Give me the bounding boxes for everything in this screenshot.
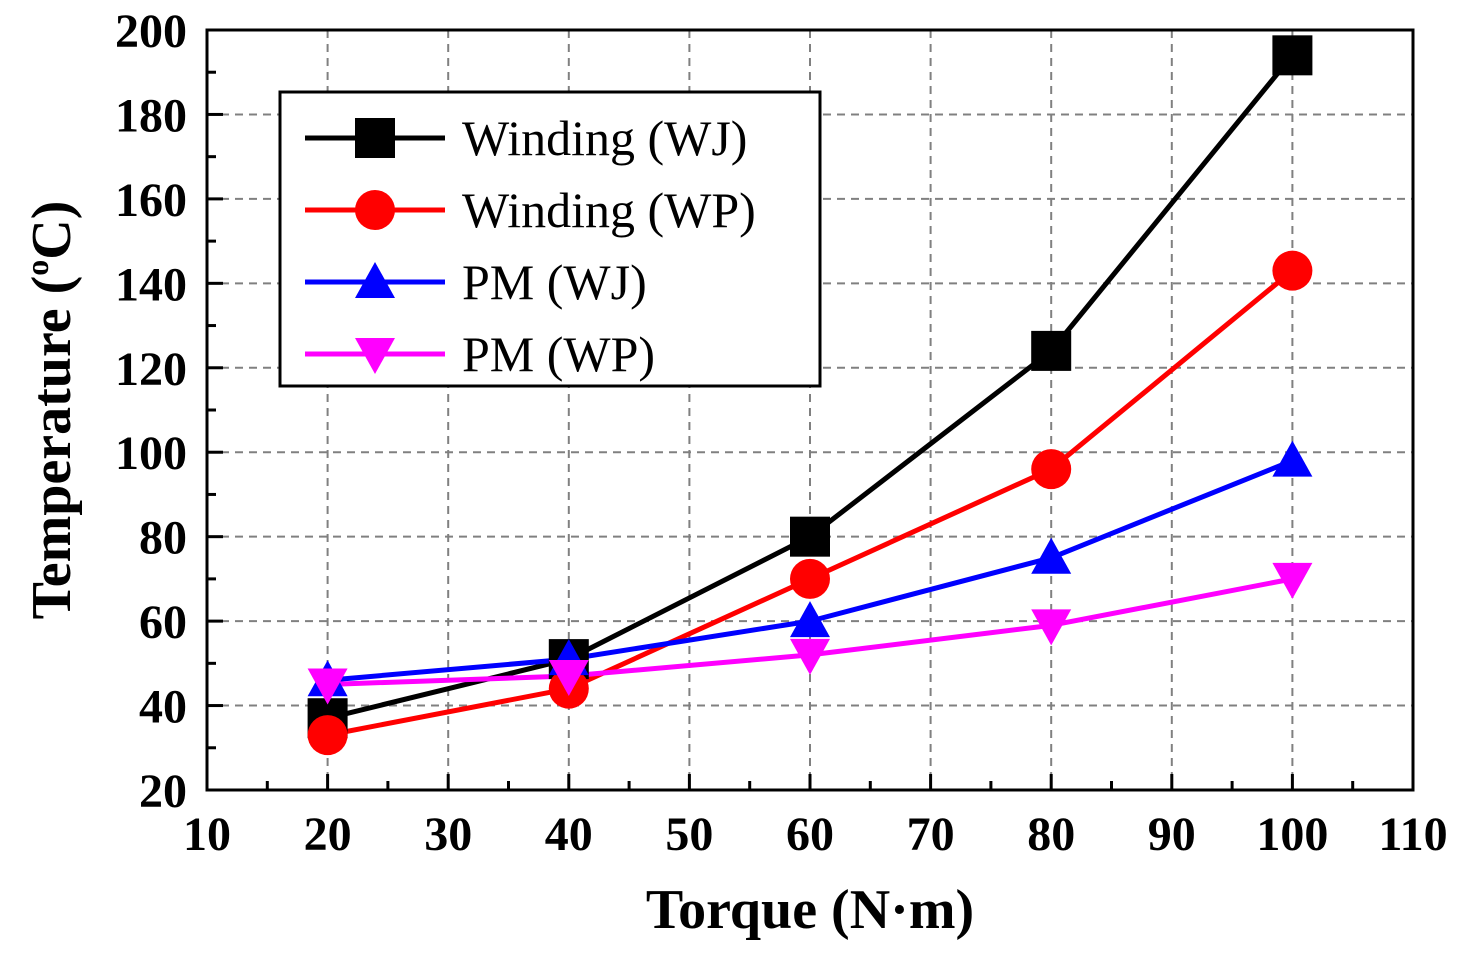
legend-marker xyxy=(355,262,395,298)
x-tick-label: 50 xyxy=(665,808,713,861)
y-tick-label: 80 xyxy=(139,512,187,565)
y-axis-title-suffix: C) xyxy=(21,201,83,260)
y-tick-label: 100 xyxy=(115,427,187,480)
data-point xyxy=(790,516,830,557)
legend-label: PM (WJ) xyxy=(462,254,647,310)
x-tick-label: 60 xyxy=(786,808,834,861)
data-point xyxy=(790,601,830,638)
data-point xyxy=(307,715,348,756)
data-point xyxy=(1031,609,1072,646)
x-tick-label: 110 xyxy=(1378,808,1447,861)
x-axis-title: Torque (N·m) xyxy=(646,879,974,941)
legend: Winding (WJ) Winding (WP) PM (WJ) PM (WP) xyxy=(278,90,822,388)
data-point xyxy=(790,638,830,675)
y-tick-label: 120 xyxy=(115,343,187,396)
y-tick-label: 20 xyxy=(139,765,187,818)
x-tick-label: 10 xyxy=(183,808,231,861)
y-tick-label: 200 xyxy=(115,5,187,58)
y-axis-title-degree: o xyxy=(19,260,55,276)
data-point xyxy=(1272,35,1313,76)
x-tick-label: 90 xyxy=(1148,808,1196,861)
data-point xyxy=(790,558,830,599)
x-tick-label: 80 xyxy=(1027,808,1075,861)
data-point xyxy=(548,660,589,696)
x-tick-label: 100 xyxy=(1256,808,1328,861)
y-axis-title-prefix: Temperature ( xyxy=(21,276,83,620)
legend-label: PM (WP) xyxy=(462,326,655,382)
x-tick-label: 30 xyxy=(424,808,472,861)
data-point xyxy=(1272,440,1313,477)
y-tick-label: 40 xyxy=(139,681,187,734)
x-tick-label: 40 xyxy=(545,808,593,861)
data-point xyxy=(1031,330,1072,371)
plot-frame xyxy=(205,28,1415,792)
series-markers xyxy=(307,35,1313,756)
y-tick-label: 60 xyxy=(139,596,187,649)
y-tick-label: 140 xyxy=(115,258,187,311)
y-tick-label: 160 xyxy=(115,174,187,227)
data-point xyxy=(307,668,348,705)
legend-marker xyxy=(355,118,395,158)
tick-labels: 10 20 30 40 50 60 70 80 90 100 1102040608010012014… xyxy=(115,5,1448,861)
data-point xyxy=(1272,562,1313,599)
x-tick-label: 70 xyxy=(907,808,955,861)
legend-marker xyxy=(355,190,395,230)
legend-marker xyxy=(355,338,395,374)
y-tick-label: 180 xyxy=(115,89,187,142)
data-point xyxy=(1272,250,1313,291)
data-point xyxy=(1031,449,1072,490)
data-point xyxy=(1031,537,1072,574)
x-tick-label: 20 xyxy=(304,808,352,861)
legend-label: Winding (WJ) xyxy=(462,110,747,166)
legend-label: Winding (WP) xyxy=(462,182,756,238)
y-axis-title: Temperature (oC) xyxy=(19,201,83,620)
